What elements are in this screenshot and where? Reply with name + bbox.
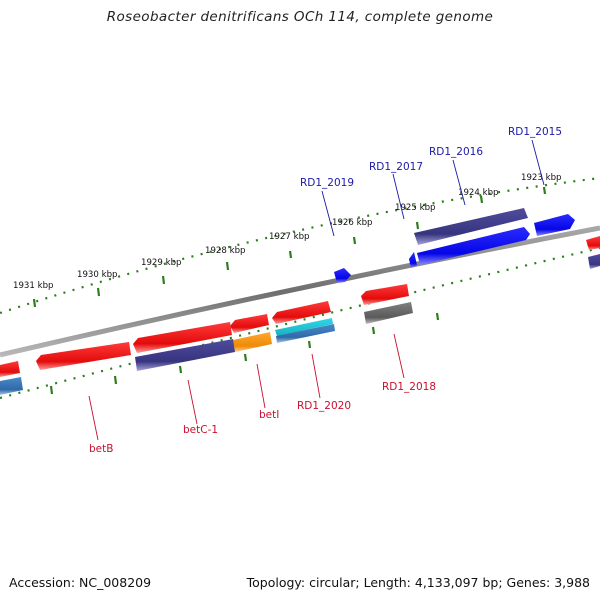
gene-betb[interactable] (36, 342, 131, 370)
genome-backbone (0, 225, 600, 358)
gene-beti-a[interactable] (230, 314, 269, 333)
leader-beti (256, 363, 266, 409)
minor-tick (243, 353, 248, 362)
minor-tick (113, 375, 118, 385)
inner-scale-ring (0, 246, 600, 400)
leader-rd1-2017 (392, 173, 405, 220)
major-tick (288, 250, 293, 259)
leader-rd1-2018 (393, 333, 405, 379)
tick-label: 1925 kbp (395, 203, 436, 213)
leader-lines-top (321, 139, 545, 237)
minor-tick (307, 340, 312, 349)
gene-label[interactable]: RD1_2015 (508, 126, 562, 138)
gene-edge-left-red[interactable] (0, 361, 20, 377)
major-tick (32, 298, 37, 308)
minor-tick (371, 326, 376, 335)
major-tick (479, 195, 484, 204)
tick-label: 1924 kbp (458, 188, 499, 198)
leader-lines-bottom (88, 333, 405, 441)
tick-label: 1931 kbp (13, 281, 54, 291)
major-tick (225, 261, 230, 271)
gene-label[interactable]: RD1_2020 (297, 400, 351, 412)
leader-rd1-2016 (452, 159, 466, 206)
gene-rd1-2020-c[interactable] (276, 324, 335, 343)
gene-rd1-2020-a[interactable] (272, 301, 331, 324)
gene-edge-left-steel[interactable] (0, 377, 23, 395)
gene-rd1-2017[interactable] (417, 227, 530, 265)
gene-label[interactable]: RD1_2019 (300, 177, 354, 189)
gene-rd1-2016[interactable] (414, 208, 528, 245)
gene-rd1-2015[interactable] (534, 214, 575, 236)
major-tick (161, 275, 166, 285)
tick-label: 1929 kbp (141, 258, 182, 268)
minor-tick (435, 312, 440, 321)
gene-label[interactable]: RD1_2018 (382, 381, 436, 393)
leader-rd1-2019 (321, 190, 335, 237)
minor-tick (178, 365, 183, 374)
tick-label: 1930 kbp (77, 270, 118, 280)
gene-rd1-2020-b[interactable] (275, 318, 333, 336)
tick-label: 1928 kbp (205, 246, 246, 256)
gene-rd1-2019[interactable] (334, 268, 351, 283)
gene-edge-right-navy[interactable] (588, 254, 600, 269)
genome-summary: Topology: circular; Length: 4,133,097 bp… (246, 575, 590, 590)
gene-beti-b[interactable] (233, 332, 272, 352)
major-ticks (32, 186, 547, 395)
accession-text: Accession: NC_008209 (9, 575, 152, 590)
gene-rd1-2018-a[interactable] (361, 284, 409, 305)
tick-label: 1927 kbp (269, 232, 310, 242)
gene-betc-1-b[interactable] (135, 339, 235, 371)
gene-betc-1-a[interactable] (133, 322, 232, 353)
tick-label: 1923 kbp (521, 173, 562, 183)
gene-edge-right-red[interactable] (586, 236, 600, 250)
tick-label: 1926 kbp (332, 218, 373, 228)
map-title: Roseobacter denitrificans OCh 114, compl… (106, 9, 494, 25)
gene-label[interactable]: betB (89, 443, 113, 455)
major-tick (96, 287, 101, 297)
leader-rd1-2015 (531, 139, 545, 186)
major-tick (415, 221, 420, 230)
leader-rd1-2020 (311, 353, 321, 399)
minor-tick (49, 385, 54, 395)
major-tick (352, 236, 357, 245)
gene-label[interactable]: betI (259, 409, 279, 421)
gene-label[interactable]: RD1_2017 (369, 161, 423, 173)
gene-label[interactable]: RD1_2016 (429, 146, 483, 158)
gene-label[interactable]: betC-1 (183, 424, 218, 436)
gene-rd1-2017-start[interactable] (409, 252, 417, 268)
leader-betc-1 (187, 379, 198, 425)
gene-rd1-2018-b[interactable] (364, 302, 413, 324)
major-tick (542, 186, 547, 195)
leader-betb (88, 395, 99, 441)
